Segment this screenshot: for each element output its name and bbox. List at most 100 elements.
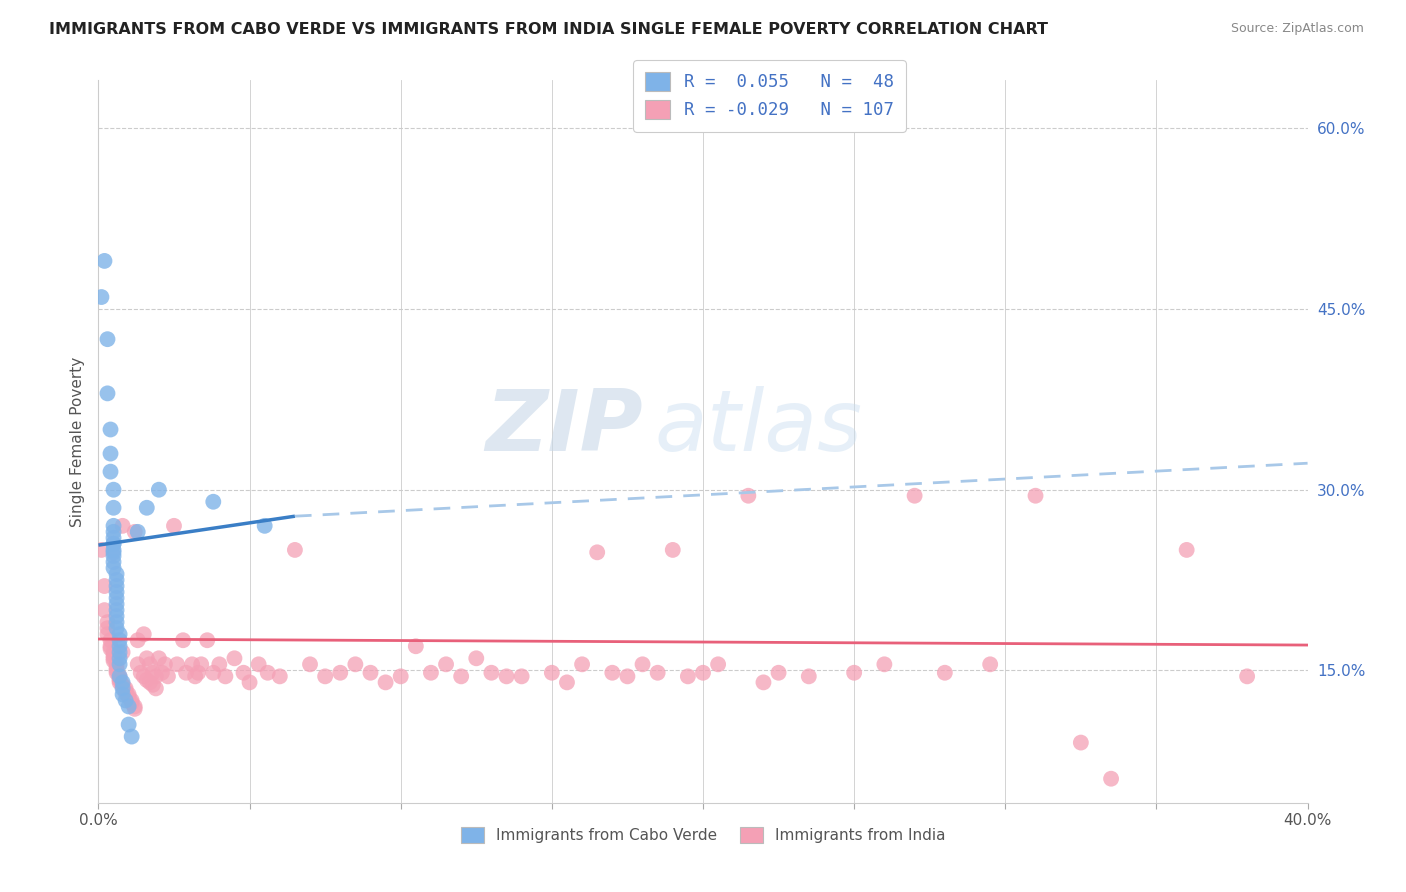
Point: [118, 699, 141, 714]
Point: [405, 639, 427, 653]
Point: [103, 542, 125, 557]
Point: [360, 665, 382, 680]
Point: [166, 657, 188, 672]
Point: [1236, 669, 1258, 683]
Point: [979, 657, 1001, 672]
Point: [163, 518, 186, 533]
Point: [105, 597, 128, 611]
Point: [202, 665, 225, 680]
Point: [103, 500, 125, 515]
Point: [202, 494, 225, 508]
Point: [103, 537, 125, 551]
Point: [1099, 772, 1122, 786]
Point: [768, 665, 790, 680]
Point: [105, 567, 128, 582]
Point: [100, 641, 122, 656]
Point: [108, 669, 131, 683]
Y-axis label: Single Female Poverty: Single Female Poverty: [69, 357, 84, 526]
Point: [103, 648, 125, 663]
Point: [114, 693, 136, 707]
Point: [105, 573, 128, 587]
Point: [214, 669, 236, 683]
Point: [108, 673, 131, 687]
Point: [127, 633, 149, 648]
Point: [150, 665, 173, 680]
Point: [105, 579, 128, 593]
Point: [111, 678, 134, 692]
Point: [389, 669, 412, 683]
Point: [100, 446, 122, 460]
Point: [100, 639, 122, 653]
Point: [145, 681, 167, 696]
Point: [105, 615, 128, 630]
Point: [103, 654, 125, 668]
Point: [108, 657, 131, 672]
Point: [184, 669, 207, 683]
Point: [1024, 489, 1046, 503]
Point: [631, 657, 654, 672]
Point: [844, 665, 866, 680]
Point: [139, 675, 162, 690]
Point: [121, 696, 143, 710]
Point: [100, 465, 122, 479]
Point: [118, 717, 141, 731]
Point: [172, 633, 194, 648]
Point: [135, 651, 157, 665]
Point: [142, 665, 165, 680]
Point: [127, 524, 149, 539]
Point: [247, 657, 270, 672]
Point: [314, 669, 336, 683]
Point: [90, 542, 112, 557]
Point: [142, 678, 165, 692]
Point: [156, 669, 179, 683]
Point: [100, 633, 122, 648]
Point: [111, 687, 134, 701]
Point: [135, 500, 157, 515]
Point: [208, 657, 231, 672]
Point: [132, 627, 155, 641]
Point: [93, 579, 115, 593]
Point: [96, 386, 118, 401]
Point: [139, 657, 162, 672]
Point: [108, 645, 131, 659]
Point: [118, 690, 141, 704]
Point: [103, 549, 125, 563]
Point: [96, 621, 118, 635]
Point: [93, 253, 115, 268]
Point: [145, 669, 167, 683]
Point: [187, 665, 209, 680]
Point: [103, 545, 125, 559]
Point: [190, 657, 212, 672]
Point: [616, 669, 638, 683]
Point: [253, 518, 276, 533]
Point: [148, 483, 170, 497]
Point: [232, 665, 254, 680]
Point: [111, 681, 134, 696]
Point: [239, 675, 262, 690]
Point: [329, 665, 352, 680]
Point: [495, 669, 517, 683]
Point: [108, 633, 131, 648]
Point: [737, 489, 759, 503]
Point: [114, 686, 136, 700]
Point: [1070, 735, 1092, 749]
Point: [374, 675, 396, 690]
Point: [752, 675, 775, 690]
Point: [105, 661, 128, 675]
Point: [676, 669, 699, 683]
Point: [108, 627, 131, 641]
Point: [121, 730, 143, 744]
Point: [797, 669, 820, 683]
Point: [108, 639, 131, 653]
Point: [707, 657, 730, 672]
Point: [90, 290, 112, 304]
Point: [108, 672, 131, 686]
Point: [114, 681, 136, 696]
Point: [103, 483, 125, 497]
Point: [105, 665, 128, 680]
Point: [111, 518, 134, 533]
Point: [103, 518, 125, 533]
Point: [195, 633, 218, 648]
Point: [100, 422, 122, 436]
Point: [118, 687, 141, 701]
